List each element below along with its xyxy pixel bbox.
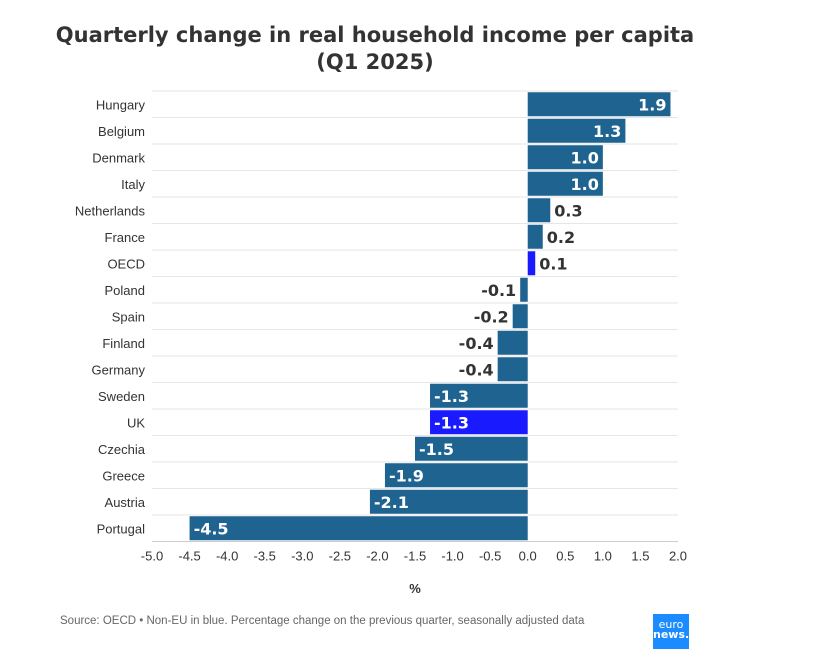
bar-czechia — [415, 436, 528, 461]
bar-spain — [512, 304, 528, 329]
bar-greece — [384, 463, 528, 488]
category-label: UK — [127, 415, 145, 430]
category-label: Sweden — [98, 389, 145, 404]
x-tick-label: -5.0 — [141, 549, 163, 564]
category-label: Austria — [105, 495, 146, 510]
title-line: Quarterly change in real household incom… — [55, 23, 695, 47]
data-label: -2.1 — [374, 493, 409, 512]
bar-belgium — [527, 118, 626, 143]
x-tick-label: 0.0 — [519, 549, 537, 564]
data-label: 1.0 — [571, 148, 599, 167]
data-label: 1.0 — [571, 175, 599, 194]
x-tick-label: -2.0 — [366, 549, 388, 564]
category-label: Portugal — [97, 521, 146, 536]
x-tick-label: 1.0 — [594, 549, 612, 564]
chart-title: Quarterly change in real household incom… — [0, 22, 750, 76]
bar-oecd — [527, 251, 536, 276]
source-note: Source: OECD • Non-EU in blue. Percentag… — [60, 615, 585, 627]
x-tick-label: -1.0 — [441, 549, 463, 564]
category-label: Poland — [105, 283, 145, 298]
subtitle-line: (Q1 2025) — [316, 50, 434, 74]
data-label: -1.5 — [419, 440, 454, 459]
bar-france — [527, 224, 543, 249]
bar-denmark — [527, 145, 603, 170]
category-label: Denmark — [92, 150, 145, 165]
category-label: Spain — [112, 309, 145, 324]
data-label: -1.9 — [389, 466, 424, 485]
data-label: -0.4 — [459, 334, 494, 353]
category-label: Hungary — [96, 97, 146, 112]
x-tick-label: -4.5 — [178, 549, 200, 564]
bar-hungary — [527, 92, 671, 117]
x-tick-label: -3.5 — [254, 549, 276, 564]
category-label: Finland — [102, 336, 145, 351]
category-label: Netherlands — [75, 203, 146, 218]
logo-text-top: euro — [658, 618, 684, 631]
category-label: Italy — [121, 177, 145, 192]
x-tick-label: 2.0 — [669, 549, 687, 564]
x-tick-label: -0.5 — [479, 549, 501, 564]
x-tick-label: -2.5 — [329, 549, 351, 564]
x-tick-label: -1.5 — [404, 549, 426, 564]
bar-finland — [497, 330, 528, 355]
category-label: France — [105, 230, 145, 245]
category-label: Czechia — [98, 442, 146, 457]
bar-austria — [369, 489, 528, 514]
x-tick-label: 0.5 — [556, 549, 574, 564]
x-axis-title: % — [409, 581, 421, 596]
data-label: 0.2 — [547, 228, 575, 247]
bar-germany — [497, 357, 528, 382]
category-label: OECD — [107, 256, 145, 271]
data-label: -0.2 — [474, 307, 509, 326]
logo-text-bottom: news. — [653, 628, 690, 641]
bar-sweden — [430, 383, 528, 408]
x-tick-label: -4.0 — [216, 549, 238, 564]
data-label: -1.3 — [434, 413, 469, 432]
data-label: -4.5 — [194, 519, 229, 538]
bar-italy — [527, 171, 603, 196]
data-label: 0.1 — [539, 254, 567, 273]
bar-poland — [520, 277, 528, 302]
category-label: Germany — [92, 362, 146, 377]
x-tick-label: 1.5 — [631, 549, 649, 564]
data-label: -1.3 — [434, 387, 469, 406]
data-label: -0.1 — [481, 281, 516, 300]
euronews-logo: euro news. — [653, 614, 689, 649]
bar-portugal — [189, 516, 528, 541]
x-tick-label: -3.0 — [291, 549, 313, 564]
data-label: 1.9 — [638, 95, 666, 114]
category-label: Greece — [102, 468, 145, 483]
data-label: 1.3 — [593, 122, 621, 141]
bar-uk — [430, 410, 528, 435]
category-label: Belgium — [98, 124, 145, 139]
data-label: 0.3 — [554, 201, 582, 220]
bar-netherlands — [527, 198, 551, 223]
data-label: -0.4 — [459, 360, 494, 379]
